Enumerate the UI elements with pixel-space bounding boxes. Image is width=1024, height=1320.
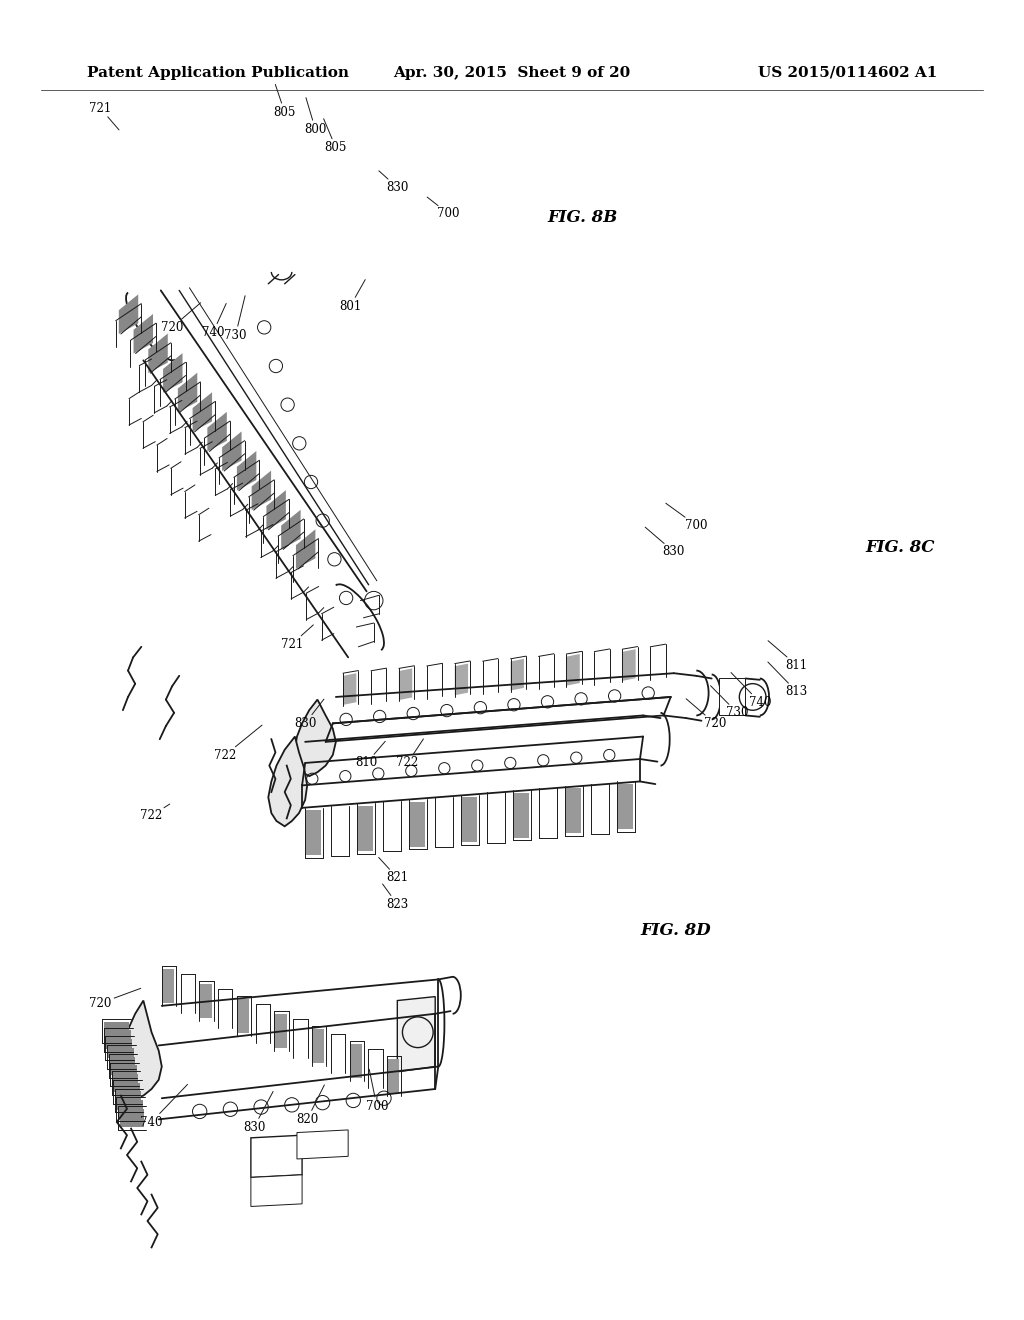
Text: 811: 811 — [768, 640, 808, 672]
Polygon shape — [388, 1059, 399, 1093]
Text: 830: 830 — [294, 700, 324, 730]
Polygon shape — [268, 737, 307, 826]
Text: 740: 740 — [202, 304, 226, 339]
Text: Apr. 30, 2015  Sheet 9 of 20: Apr. 30, 2015 Sheet 9 of 20 — [393, 66, 631, 79]
Text: 830: 830 — [243, 1092, 273, 1134]
Text: FIG. 8B: FIG. 8B — [548, 210, 618, 226]
Polygon shape — [296, 529, 315, 569]
Polygon shape — [121, 1001, 162, 1098]
Text: 730: 730 — [711, 685, 749, 719]
Text: 740: 740 — [140, 1085, 187, 1129]
Text: 700: 700 — [366, 1069, 388, 1113]
Polygon shape — [133, 314, 153, 354]
Polygon shape — [163, 969, 174, 1003]
Text: FIG. 8C: FIG. 8C — [865, 540, 935, 556]
Polygon shape — [295, 700, 336, 776]
Text: 805: 805 — [273, 84, 296, 119]
Text: 730: 730 — [224, 296, 247, 342]
Text: 722: 722 — [214, 725, 262, 762]
Text: Patent Application Publication: Patent Application Publication — [87, 66, 349, 79]
Polygon shape — [193, 392, 212, 432]
Polygon shape — [119, 294, 138, 334]
Polygon shape — [275, 1014, 287, 1048]
Text: 805: 805 — [324, 119, 347, 154]
Polygon shape — [514, 793, 528, 838]
Polygon shape — [114, 1074, 138, 1093]
Polygon shape — [117, 1092, 141, 1110]
Polygon shape — [207, 412, 226, 451]
Polygon shape — [148, 334, 168, 374]
Polygon shape — [108, 1039, 132, 1057]
Text: 810: 810 — [355, 742, 385, 770]
Polygon shape — [511, 659, 524, 690]
Text: 720: 720 — [89, 989, 140, 1010]
Polygon shape — [566, 653, 580, 685]
Polygon shape — [238, 999, 249, 1034]
Polygon shape — [463, 797, 477, 842]
Polygon shape — [251, 1135, 302, 1177]
Text: 813: 813 — [768, 663, 808, 698]
Polygon shape — [455, 664, 468, 696]
Polygon shape — [623, 649, 636, 681]
Polygon shape — [719, 678, 745, 715]
Text: 700: 700 — [427, 197, 460, 220]
Polygon shape — [306, 810, 321, 855]
Polygon shape — [237, 451, 256, 491]
Text: FIG. 8D: FIG. 8D — [640, 923, 711, 939]
Text: 830: 830 — [645, 527, 685, 558]
Text: 700: 700 — [666, 503, 708, 532]
Polygon shape — [266, 490, 286, 529]
Polygon shape — [106, 1031, 131, 1049]
Polygon shape — [343, 673, 356, 705]
Polygon shape — [397, 997, 435, 1072]
Polygon shape — [350, 1044, 361, 1078]
Polygon shape — [110, 1048, 133, 1067]
Polygon shape — [113, 1065, 137, 1084]
Polygon shape — [222, 432, 242, 471]
Text: 823: 823 — [383, 884, 409, 911]
Text: 721: 721 — [281, 624, 313, 651]
Polygon shape — [282, 510, 301, 549]
Text: 721: 721 — [89, 102, 119, 129]
Polygon shape — [313, 1028, 325, 1063]
Text: 720: 720 — [161, 302, 201, 334]
Polygon shape — [116, 1082, 139, 1101]
Text: 800: 800 — [304, 98, 327, 136]
Polygon shape — [104, 1022, 129, 1040]
Polygon shape — [119, 1100, 143, 1118]
Text: 801: 801 — [339, 280, 366, 313]
Polygon shape — [399, 668, 413, 700]
Polygon shape — [618, 784, 633, 829]
Text: 821: 821 — [379, 858, 409, 884]
Polygon shape — [358, 807, 373, 851]
Polygon shape — [111, 1056, 135, 1074]
Text: US 2015/0114602 A1: US 2015/0114602 A1 — [758, 66, 937, 79]
Text: 740: 740 — [731, 673, 771, 709]
Polygon shape — [201, 983, 212, 1018]
Polygon shape — [163, 352, 182, 393]
Polygon shape — [411, 801, 425, 846]
Text: 820: 820 — [296, 1085, 325, 1126]
Text: 720: 720 — [686, 698, 726, 730]
Polygon shape — [297, 1130, 348, 1159]
Polygon shape — [178, 372, 198, 412]
Text: 722: 722 — [140, 804, 170, 822]
Text: 722: 722 — [396, 739, 424, 770]
Polygon shape — [566, 788, 581, 833]
Polygon shape — [120, 1109, 144, 1127]
Polygon shape — [251, 1175, 302, 1206]
Polygon shape — [252, 470, 271, 511]
Text: 830: 830 — [379, 170, 409, 194]
